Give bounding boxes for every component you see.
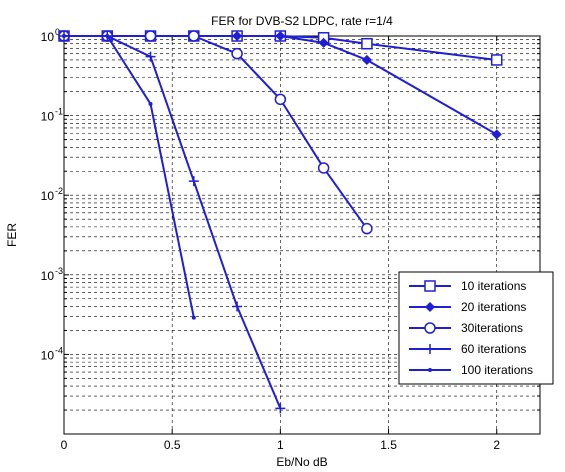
- series-2-point: [275, 30, 286, 42]
- legend-marker: [424, 301, 436, 313]
- series-4-point: [275, 403, 286, 414]
- x-tick-label: 1: [277, 438, 284, 452]
- legend-entry-label: 10 iterations: [461, 279, 526, 293]
- series-4-point: [145, 51, 156, 62]
- legend-marker: [424, 322, 436, 334]
- legend-entry-label: 100 iterations: [461, 363, 533, 377]
- series-5-point: [148, 101, 153, 106]
- x-tick-label: 0.5: [164, 438, 181, 452]
- y-tick-label-base: 10: [41, 110, 55, 124]
- y-tick-label-base: 10: [41, 30, 55, 44]
- series-5-line: [64, 35, 195, 318]
- x-axis-title: Eb/No dB: [276, 455, 327, 469]
- chart-title: FER for DVB-S2 LDPC, rate r=1/4: [211, 14, 393, 28]
- y-tick-label-exponent: -1: [55, 107, 63, 117]
- series-3-point: [317, 162, 330, 174]
- series-3-point: [144, 30, 157, 42]
- x-tick-label: 2: [493, 438, 500, 452]
- legend-marker: [425, 344, 435, 354]
- legend-marker: [424, 280, 436, 292]
- legend-entry-label: 30iterations: [461, 321, 523, 335]
- series-2-point: [491, 129, 502, 140]
- series-5: [62, 34, 196, 320]
- y-tick-label-base: 10: [41, 348, 55, 362]
- legend: 10 iterations 20 iterations 30iterations 60…: [398, 271, 554, 385]
- y-tick-label-base: 10: [41, 189, 55, 203]
- series-3-line: [64, 35, 368, 230]
- series-3-point: [361, 222, 373, 235]
- series-4-point: [232, 301, 243, 312]
- series-2-point: [361, 54, 372, 66]
- legend-entry-label: 20 iterations: [461, 300, 526, 314]
- series-5-point: [191, 315, 196, 320]
- series-5-point: [105, 34, 110, 38]
- y-tick-label-exponent: -3: [55, 266, 63, 276]
- legend-entry-label: 60 iterations: [461, 342, 526, 356]
- x-tick-label: 1.5: [380, 438, 397, 452]
- series-2-point: [232, 30, 243, 42]
- series-2-point: [318, 37, 329, 48]
- series-3-point: [231, 47, 243, 60]
- series-4-point: [188, 176, 199, 187]
- y-tick-label-exponent: -2: [55, 186, 63, 196]
- series-3-point: [274, 93, 287, 106]
- series-5-point: [62, 34, 66, 38]
- series-1-point: [490, 54, 503, 66]
- y-tick-label-base: 10: [41, 269, 55, 283]
- series-layer: [58, 30, 503, 414]
- legend-marker: [428, 368, 432, 372]
- y-axis-title: FER: [5, 223, 19, 247]
- y-tick-label-exponent: 0: [55, 27, 60, 37]
- y-tick-label-exponent: -4: [55, 345, 63, 355]
- series-3-point: [188, 30, 200, 42]
- series-1-point: [361, 37, 373, 50]
- x-tick-label: 0: [61, 438, 68, 452]
